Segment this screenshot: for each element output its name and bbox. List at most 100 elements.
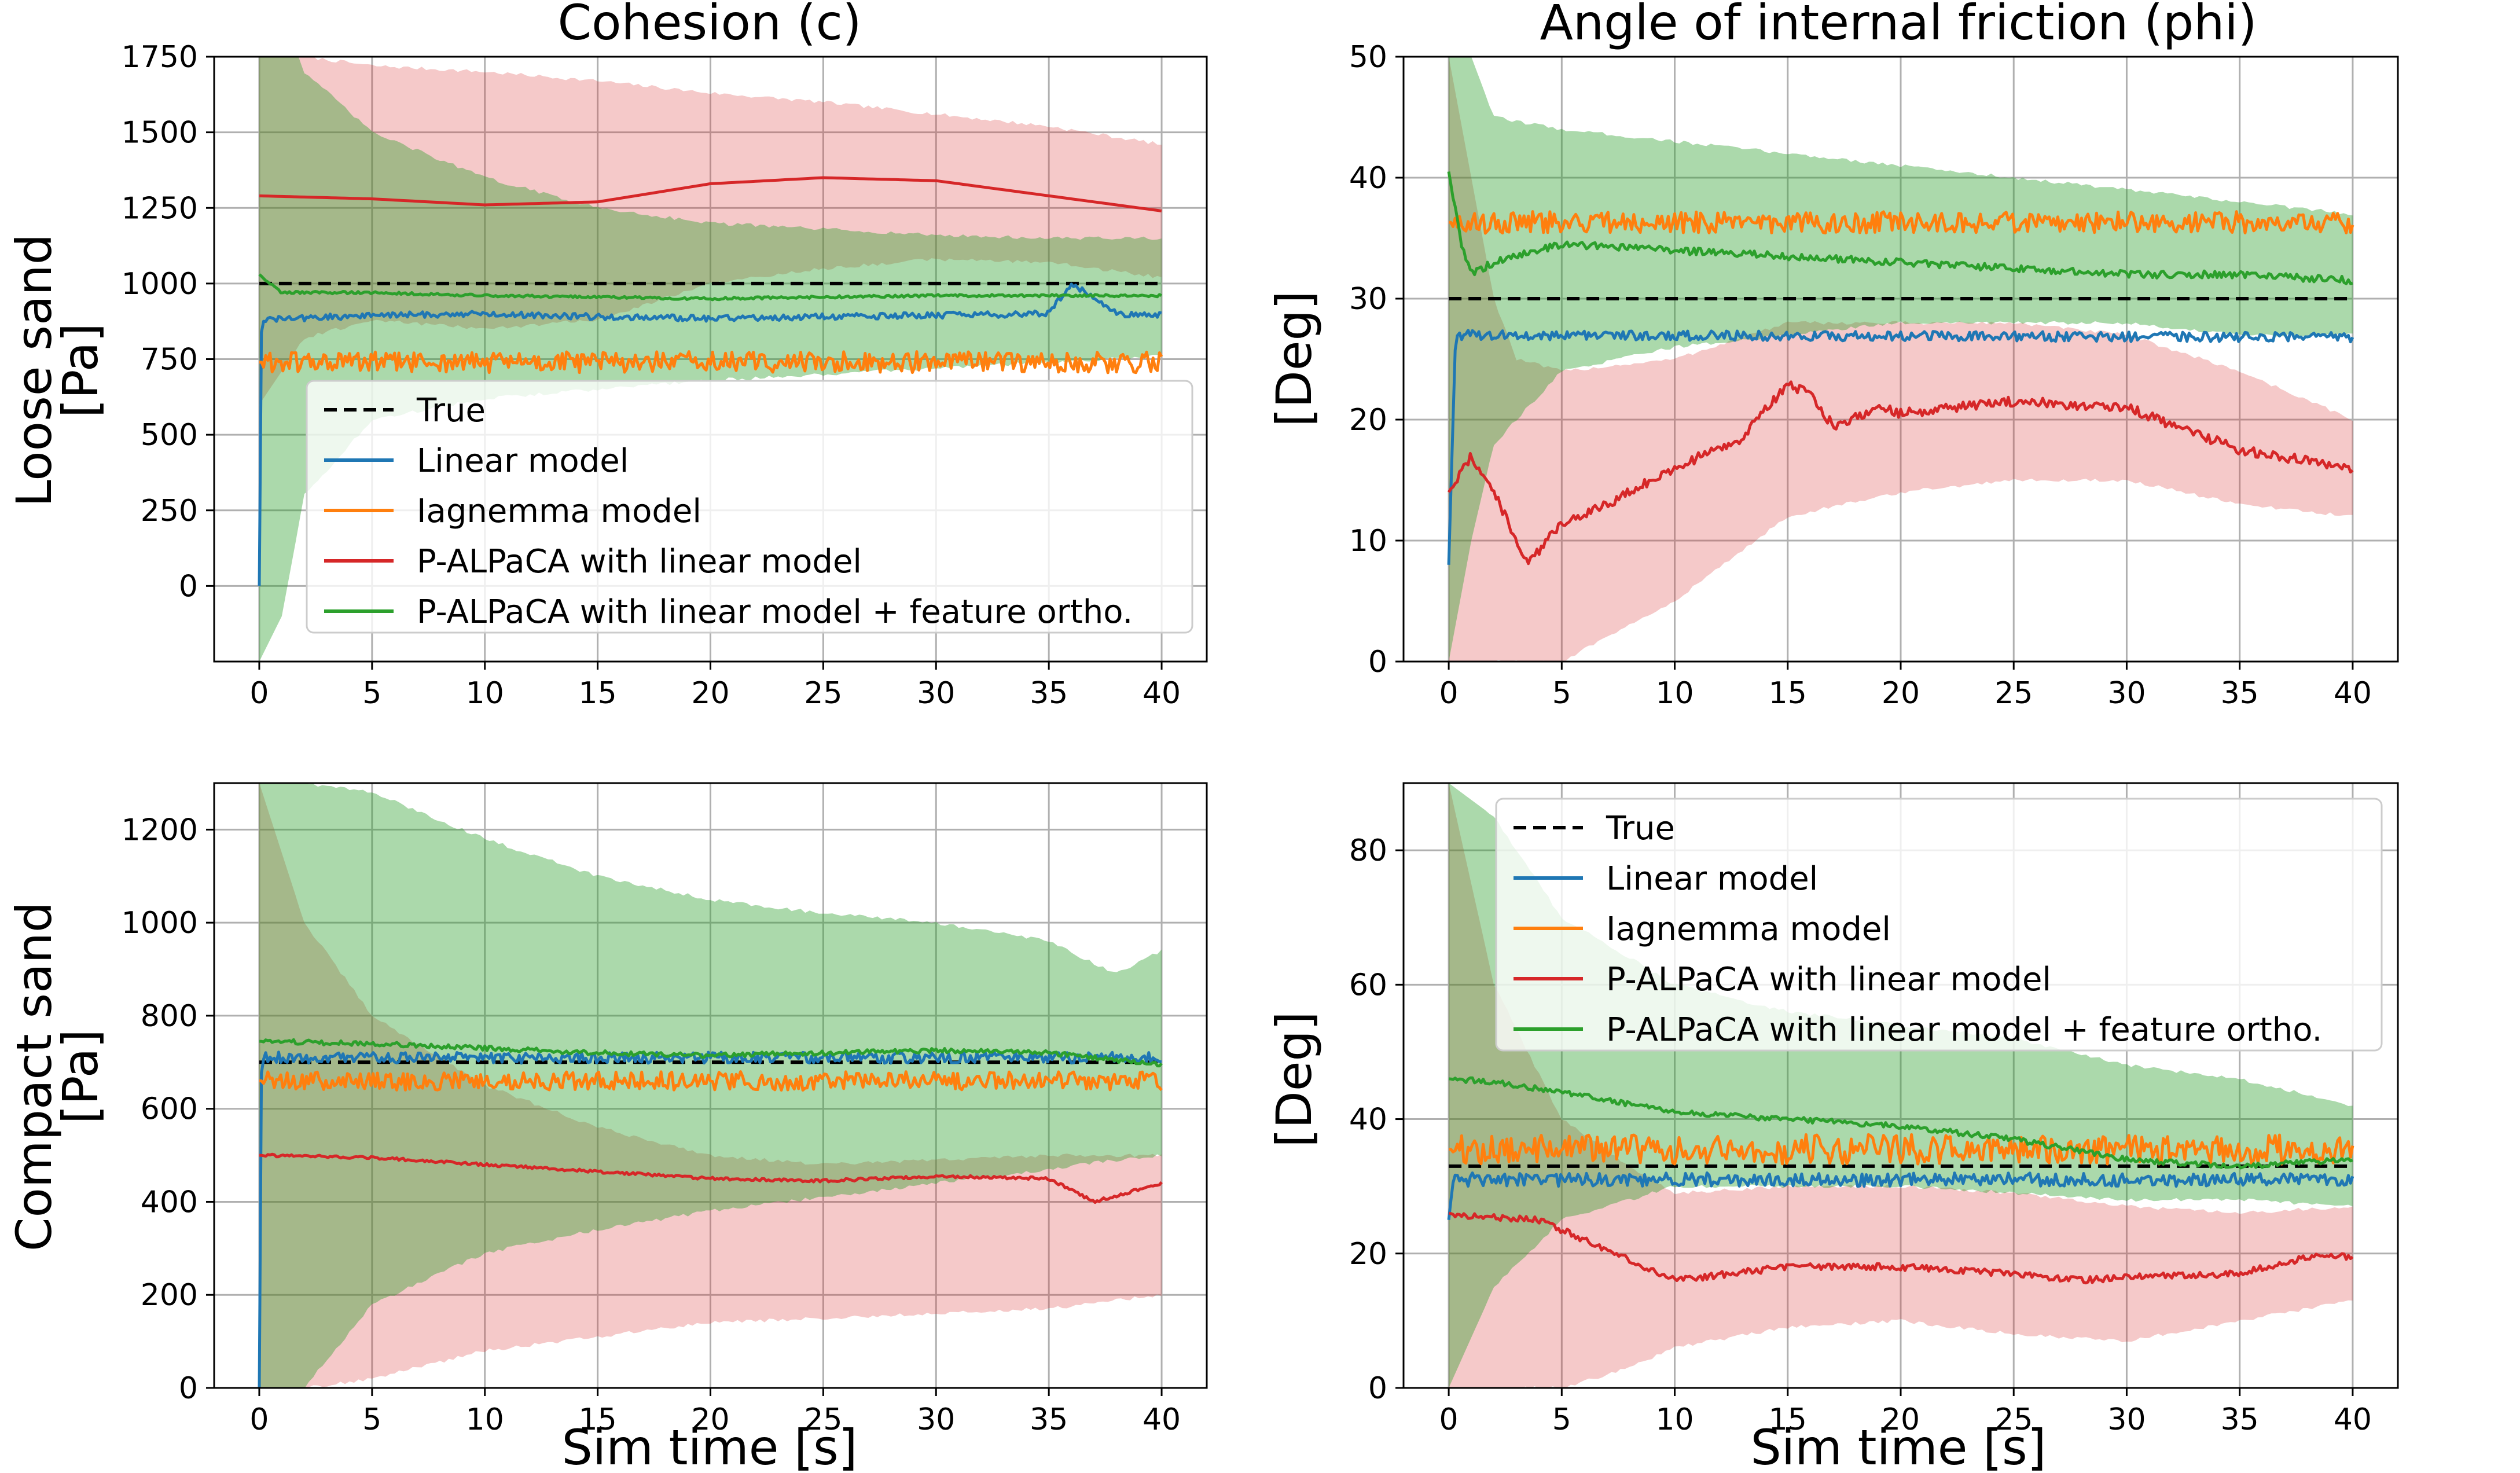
- row-label-compact-line1: Compact sand: [6, 902, 63, 1251]
- x-tick-label: 30: [917, 676, 955, 711]
- y-tick-label: 800: [141, 999, 198, 1034]
- series-iagnemma: [259, 1070, 1163, 1092]
- y-tick-label: 600: [141, 1092, 198, 1127]
- legend-label: P-ALPaCA with linear model: [417, 543, 862, 581]
- x-tick-label: 40: [1143, 676, 1181, 711]
- x-tick-label: 30: [917, 1402, 955, 1437]
- series-palpaca-ortho: [259, 1038, 1163, 1068]
- y-tick-label: 0: [179, 1371, 198, 1406]
- series-linear: [1447, 1171, 2354, 1220]
- y-tick-label: 40: [1349, 1103, 1387, 1137]
- band-ortho: [259, 783, 1162, 1388]
- x-tick-label: 20: [1882, 1402, 1920, 1437]
- y-tick-label: 30: [1349, 282, 1387, 317]
- series-palpaca-ortho: [1447, 171, 2353, 285]
- x-tick-label: 35: [2221, 1402, 2259, 1437]
- band-linear: [259, 57, 1162, 405]
- x-tick-label: 5: [1552, 676, 1571, 711]
- series-iagnemma: [259, 350, 1163, 374]
- y-tick-label: 0: [179, 569, 198, 604]
- band-ortho: [1449, 783, 2353, 1388]
- band-linear: [259, 783, 1162, 1388]
- y-tick-label: 0: [1368, 1371, 1387, 1406]
- x-tick-label: 35: [2221, 676, 2259, 711]
- y-tick-label: 250: [141, 494, 198, 528]
- y-tick-label: 1750: [122, 40, 198, 75]
- y-tick-label: 400: [141, 1185, 198, 1219]
- legend-label: True: [416, 392, 486, 429]
- panel-1: 0 5 10 15 20 25 30 35 40 0 10 20 30 40 50: [1349, 40, 2399, 711]
- legend-label: Iagnemma model: [1606, 910, 1891, 948]
- row-label-compact-line2: [Pa]: [52, 1029, 109, 1124]
- legend-label: P-ALPaCA with linear model: [1606, 961, 2051, 998]
- y-tick-label: 1000: [122, 267, 198, 302]
- y-tick-label: 40: [1349, 161, 1387, 196]
- series-linear: [258, 282, 1162, 586]
- x-tick-label: 10: [1655, 676, 1694, 711]
- series-palpaca-linear: [259, 176, 1162, 212]
- row-label-loose-line2: [Pa]: [52, 323, 109, 418]
- series-iagnemma: [1449, 210, 2354, 235]
- right-ylabel-bottom: [Deg]: [1266, 1011, 1323, 1147]
- xlabel-left: Sim time [s]: [562, 1419, 858, 1473]
- x-tick-label: 35: [1030, 1402, 1068, 1437]
- y-tick-label: 1200: [122, 813, 198, 847]
- x-tick-label: 15: [579, 1402, 617, 1437]
- series-linear: [1447, 329, 2354, 565]
- x-tick-label: 30: [2107, 676, 2146, 711]
- x-tick-label: 20: [691, 676, 729, 711]
- legend-box: [306, 380, 1193, 634]
- y-tick-label: 80: [1349, 833, 1387, 868]
- series-palpaca-linear: [1448, 1211, 2354, 1285]
- xlabel-right: Sim time [s]: [1751, 1419, 2047, 1473]
- x-tick-label: 5: [1552, 1402, 1571, 1437]
- y-tick-label: 200: [141, 1278, 198, 1313]
- col-title-cohesion: Cohesion (c): [557, 0, 861, 51]
- panel-0: 0 5 10 15 20 25 30 35 40 0 250 500 750 1000 1250 1500 17…: [122, 40, 1208, 711]
- y-tick-label: 50: [1349, 40, 1387, 75]
- row-label-loose-line1: Loose sand: [6, 234, 63, 507]
- x-tick-label: 15: [579, 676, 617, 711]
- y-tick-label: 20: [1349, 403, 1387, 438]
- y-tick-label: 1000: [122, 906, 198, 941]
- x-tick-label: 40: [1143, 1402, 1181, 1437]
- legend-label: Iagnemma model: [417, 493, 701, 530]
- y-tick-label: 500: [141, 418, 198, 453]
- series-iagnemma: [1449, 1133, 2354, 1166]
- col-title-friction: Angle of internal friction (phi): [1540, 0, 2257, 51]
- y-tick-label: 0: [1368, 645, 1387, 679]
- x-tick-label: 40: [2334, 1402, 2372, 1437]
- x-tick-label: 15: [1769, 676, 1807, 711]
- panel-3: 0 5 10 15 20 25 30 35 40 0 20 40 60 80 True Linear mode…: [1349, 782, 2399, 1437]
- series-palpaca-linear: [259, 1152, 1163, 1204]
- series-palpaca-ortho: [258, 273, 1163, 302]
- legend-label: True: [1606, 810, 1675, 847]
- legend-label: Linear model: [417, 442, 629, 480]
- legend: True Linear model Iagnemma model P-ALPaCA w…: [1495, 798, 2383, 1052]
- legend-label: P-ALPaCA with linear model + feature ort…: [1606, 1011, 2322, 1049]
- x-tick-label: 0: [1439, 1402, 1459, 1437]
- x-tick-label: 10: [466, 676, 504, 711]
- x-tick-label: 10: [1655, 1402, 1694, 1437]
- right-ylabel-top: [Deg]: [1266, 291, 1323, 427]
- band-ortho: [1449, 57, 2353, 662]
- x-tick-label: 25: [1994, 676, 2033, 711]
- x-tick-label: 20: [691, 1402, 729, 1437]
- x-tick-label: 5: [362, 676, 381, 711]
- series-palpaca-ortho: [1448, 1076, 2353, 1170]
- band-linear: [1449, 57, 2353, 662]
- band-linear: [1449, 783, 2353, 1388]
- x-tick-label: 5: [362, 1402, 381, 1437]
- y-tick-label: 60: [1349, 968, 1387, 1002]
- x-tick-label: 25: [804, 1402, 842, 1437]
- x-tick-label: 0: [249, 1402, 269, 1437]
- x-tick-label: 40: [2334, 676, 2372, 711]
- x-tick-label: 25: [804, 676, 842, 711]
- y-tick-label: 1500: [122, 116, 198, 150]
- series-linear: [258, 1050, 1162, 1388]
- x-tick-label: 10: [466, 1402, 504, 1437]
- x-tick-label: 35: [1030, 676, 1068, 711]
- x-tick-label: 0: [1439, 676, 1459, 711]
